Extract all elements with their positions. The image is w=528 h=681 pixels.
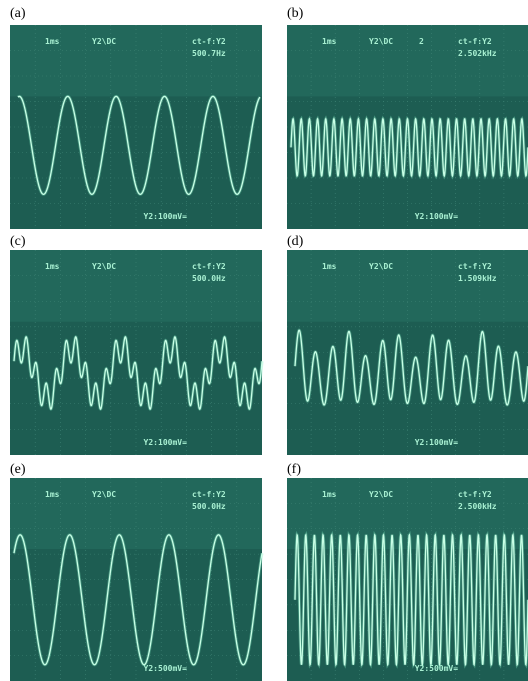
channel-mode: Y2\DC — [92, 37, 116, 46]
panel-label: (e) — [10, 462, 26, 477]
panel-label: (d) — [287, 234, 304, 249]
frequency: 2.500kHz — [458, 502, 497, 511]
trigger: ct-f:Y2 — [458, 490, 492, 499]
frequency: 500.0Hz — [192, 274, 226, 283]
panel-label: (a) — [10, 6, 26, 21]
trigger: ct-f:Y2 — [192, 490, 226, 499]
figure: (a) 1ms Y2\DC ct-f:Y2 500.7Hz Y2:100mV= (b) 1ms… — [0, 0, 528, 681]
panel-label: (f) — [287, 462, 301, 477]
channel-mode: Y2\DC — [92, 262, 116, 271]
frequency: 1.509kHz — [458, 274, 497, 283]
timebase: 1ms — [322, 490, 337, 499]
scope-screen: 1ms Y2\DC ct-f:Y2 1.509kHz Y2:100mV= — [287, 250, 528, 455]
frequency: 500.7Hz — [192, 49, 226, 58]
trigger: ct-f:Y2 — [458, 37, 492, 46]
trigger: ct-f:Y2 — [192, 262, 226, 271]
channel-extra: 2 — [419, 37, 424, 46]
scope-screen: 1ms Y2\DC 2 ct-f:Y2 2.502kHz Y2:100mV= — [287, 25, 528, 229]
scope-screen: 1ms Y2\DC ct-f:Y2 500.7Hz Y2:100mV= — [10, 25, 262, 229]
timebase: 1ms — [322, 37, 337, 46]
volt-scale: Y2:100mV= — [144, 212, 188, 221]
channel-mode: Y2\DC — [369, 490, 393, 499]
timebase: 1ms — [45, 262, 60, 271]
channel-mode: Y2\DC — [92, 490, 116, 499]
timebase: 1ms — [45, 490, 60, 499]
channel-mode: Y2\DC — [369, 37, 393, 46]
frequency: 2.502kHz — [458, 49, 497, 58]
frequency: 500.0Hz — [192, 502, 226, 511]
timebase: 1ms — [322, 262, 337, 271]
trigger: ct-f:Y2 — [192, 37, 226, 46]
volt-scale: Y2:100mV= — [144, 438, 188, 447]
panel-label: (c) — [10, 234, 26, 249]
scope-screen: 1ms Y2\DC ct-f:Y2 500.0Hz Y2:500mV= — [10, 478, 262, 681]
timebase: 1ms — [45, 37, 60, 46]
volt-scale: Y2:100mV= — [415, 438, 459, 447]
scope-screen: 1ms Y2\DC ct-f:Y2 2.500kHz Y2:500mV= — [287, 478, 528, 681]
volt-scale: Y2:100mV= — [415, 212, 459, 221]
volt-scale: Y2:500mV= — [415, 664, 459, 673]
volt-scale: Y2:500mV= — [144, 664, 188, 673]
trigger: ct-f:Y2 — [458, 262, 492, 271]
panel-label: (b) — [287, 6, 304, 21]
scope-screen: 1ms Y2\DC ct-f:Y2 500.0Hz Y2:100mV= — [10, 250, 262, 455]
channel-mode: Y2\DC — [369, 262, 393, 271]
